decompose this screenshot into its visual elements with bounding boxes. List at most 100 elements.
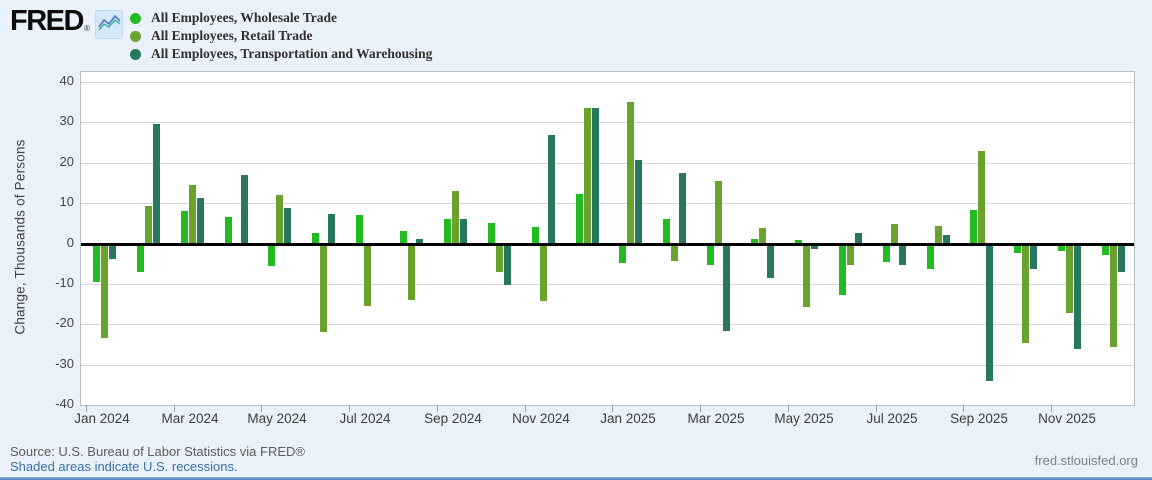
- x-tick-mark: [788, 405, 789, 412]
- bar-jul-2025-s0[interactable]: [883, 244, 890, 262]
- legend-item-wholesale[interactable]: All Employees, Wholesale Trade: [130, 9, 432, 27]
- x-tick-label: Mar 2024: [161, 411, 219, 426]
- bar-nov-2024-s1[interactable]: [540, 244, 547, 301]
- x-tick-mark: [437, 405, 438, 412]
- bar-aug-2025-s0[interactable]: [927, 244, 934, 269]
- bar-jul-2024-s1[interactable]: [364, 244, 371, 306]
- bar-jan-2025-s1[interactable]: [627, 102, 634, 243]
- bar-feb-2024-s1[interactable]: [145, 206, 152, 243]
- fred-logo-text: FRED: [10, 5, 84, 37]
- bar-apr-2025-s1[interactable]: [759, 228, 766, 243]
- bar-aug-2025-s2[interactable]: [943, 235, 950, 243]
- bar-nov-2025-s1[interactable]: [1066, 244, 1073, 313]
- bar-sep-2024-s1[interactable]: [452, 191, 459, 243]
- bar-may-2025-s2[interactable]: [811, 244, 818, 249]
- bar-feb-2025-s0[interactable]: [663, 219, 670, 243]
- x-tick-label: Jul 2024: [339, 411, 391, 426]
- bar-jan-2024-s0[interactable]: [93, 244, 100, 282]
- bar-apr-2025-s0[interactable]: [751, 239, 758, 244]
- bar-oct-2025-s1[interactable]: [1022, 244, 1029, 343]
- bar-apr-2024-s2[interactable]: [241, 175, 248, 244]
- bar-sep-2024-s0[interactable]: [444, 219, 451, 243]
- bar-aug-2024-s2[interactable]: [416, 239, 423, 244]
- bar-may-2025-s0[interactable]: [795, 240, 802, 243]
- bar-jul-2025-s2[interactable]: [899, 244, 906, 265]
- gridline: [81, 163, 1134, 164]
- bar-may-2024-s0[interactable]: [268, 244, 275, 266]
- bar-may-2024-s2[interactable]: [284, 208, 291, 244]
- bar-nov-2025-s0[interactable]: [1058, 244, 1065, 251]
- bar-oct-2024-s0[interactable]: [488, 223, 495, 243]
- bar-aug-2024-s0[interactable]: [400, 231, 407, 243]
- bar-jun-2024-s2[interactable]: [328, 214, 335, 243]
- fred-logo[interactable]: FRED ®: [10, 5, 123, 39]
- bar-mar-2024-s0[interactable]: [181, 211, 188, 243]
- bar-feb-2025-s1[interactable]: [671, 244, 678, 261]
- bar-jan-2025-s0[interactable]: [619, 244, 626, 263]
- bar-jan-2024-s2[interactable]: [109, 244, 116, 259]
- bar-jan-2024-s1[interactable]: [101, 244, 108, 338]
- bar-feb-2025-s2[interactable]: [679, 173, 686, 244]
- bar-nov-2024-s2[interactable]: [548, 135, 555, 244]
- bar-jun-2025-s2[interactable]: [855, 233, 862, 243]
- bar-dec-2025-s0[interactable]: [1102, 244, 1109, 255]
- x-tick-label: Jul 2025: [866, 411, 918, 426]
- bar-jan-2025-s2[interactable]: [635, 160, 642, 243]
- recessions-link[interactable]: Shaded areas indicate U.S. recessions.: [10, 459, 238, 474]
- bar-jul-2024-s0[interactable]: [356, 215, 363, 243]
- x-tick-label: Sep 2025: [950, 411, 1008, 426]
- bar-mar-2024-s2[interactable]: [197, 198, 204, 244]
- bar-mar-2025-s0[interactable]: [707, 244, 714, 265]
- bar-feb-2024-s2[interactable]: [153, 124, 160, 244]
- bar-oct-2024-s2[interactable]: [504, 244, 511, 285]
- bar-sep-2025-s1[interactable]: [978, 151, 985, 243]
- x-tick-mark: [261, 405, 262, 412]
- bar-dec-2025-s1[interactable]: [1110, 244, 1117, 347]
- bar-aug-2024-s1[interactable]: [408, 244, 415, 300]
- bar-sep-2025-s2[interactable]: [986, 244, 993, 381]
- y-tick-label: -20: [55, 315, 74, 330]
- bar-sep-2025-s0[interactable]: [970, 210, 977, 243]
- bar-dec-2024-s0[interactable]: [576, 194, 583, 244]
- bar-jul-2025-s1[interactable]: [891, 224, 898, 243]
- bar-sep-2024-s2[interactable]: [460, 219, 467, 244]
- bar-nov-2025-s2[interactable]: [1074, 244, 1081, 349]
- bar-dec-2024-s1[interactable]: [584, 108, 591, 243]
- bottom-accent-bar: [0, 477, 1152, 480]
- bar-mar-2025-s1[interactable]: [715, 181, 722, 244]
- bar-oct-2025-s0[interactable]: [1014, 244, 1021, 253]
- x-tick-mark: [525, 405, 526, 412]
- bar-jun-2025-s1[interactable]: [847, 244, 854, 265]
- x-tick-mark: [174, 405, 175, 412]
- y-tick-label: 30: [59, 113, 74, 128]
- gridline: [81, 324, 1134, 325]
- bar-jun-2025-s0[interactable]: [839, 244, 846, 295]
- transportation-series-dot: [130, 48, 141, 60]
- x-tick-label: Mar 2025: [687, 411, 745, 426]
- bar-oct-2025-s2[interactable]: [1030, 244, 1037, 269]
- bar-may-2025-s1[interactable]: [803, 244, 810, 307]
- bar-mar-2024-s1[interactable]: [189, 185, 196, 244]
- registered-trademark: ®: [83, 24, 90, 33]
- bar-dec-2024-s2[interactable]: [592, 108, 599, 244]
- y-tick-label: -10: [55, 275, 74, 290]
- y-tick-label: 40: [59, 73, 74, 88]
- bar-oct-2024-s1[interactable]: [496, 244, 503, 272]
- legend-item-transportation[interactable]: All Employees, Transportation and Wareho…: [130, 45, 432, 63]
- bar-jun-2024-s1[interactable]: [320, 244, 327, 332]
- site-link[interactable]: fred.stlouisfed.org: [1034, 453, 1138, 468]
- legend-item-retail[interactable]: All Employees, Retail Trade: [130, 27, 432, 45]
- plot-area: [80, 71, 1135, 406]
- bar-nov-2024-s0[interactable]: [532, 227, 539, 243]
- y-tick-label: -30: [55, 356, 74, 371]
- bar-apr-2024-s0[interactable]: [225, 217, 232, 243]
- bar-may-2024-s1[interactable]: [276, 195, 283, 244]
- bar-apr-2025-s2[interactable]: [767, 244, 774, 278]
- y-tick-label: -40: [55, 396, 74, 411]
- bar-dec-2025-s2[interactable]: [1118, 244, 1125, 272]
- y-tick-label: 0: [66, 235, 74, 250]
- bar-jun-2024-s0[interactable]: [312, 233, 319, 243]
- bar-feb-2024-s0[interactable]: [137, 244, 144, 272]
- bar-mar-2025-s2[interactable]: [723, 244, 730, 331]
- bar-aug-2025-s1[interactable]: [935, 226, 942, 243]
